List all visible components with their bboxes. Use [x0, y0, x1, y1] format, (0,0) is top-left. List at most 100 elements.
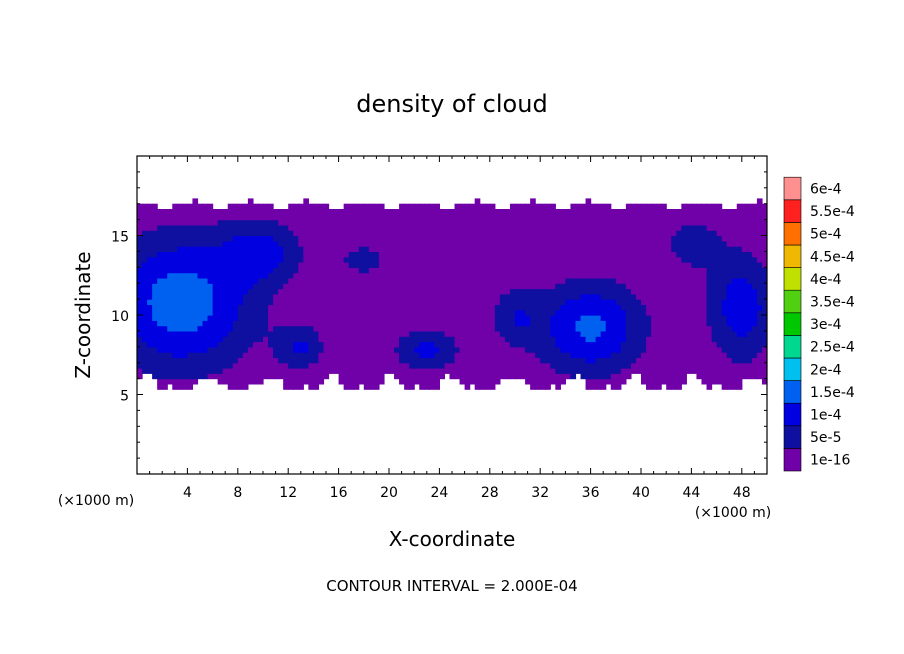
density-cell [484, 267, 491, 274]
density-cell [666, 262, 672, 268]
density-cell [137, 304, 143, 311]
density-cell [504, 341, 511, 348]
density-cell [227, 336, 234, 343]
density-cell [721, 251, 728, 258]
density-cell [242, 235, 249, 242]
density-cell [706, 230, 713, 237]
density-cell [620, 214, 627, 221]
density-cell [424, 283, 430, 290]
density-cell [142, 214, 148, 221]
density-cell [494, 309, 501, 316]
density-cell [268, 262, 274, 268]
density-cell [414, 203, 420, 210]
density-cell [147, 341, 153, 348]
density-cell [535, 246, 541, 252]
density-cell [716, 203, 723, 210]
density-cell [489, 346, 496, 353]
density-cell [257, 283, 264, 290]
density-cell [620, 325, 627, 332]
density-cell [590, 240, 597, 247]
density-cell [368, 330, 375, 337]
density-cell [620, 293, 627, 300]
density-cell [479, 378, 486, 385]
density-cell [716, 357, 723, 364]
density-cell [439, 320, 446, 327]
density-cell [550, 203, 556, 210]
density-cell [560, 352, 566, 358]
density-cell [731, 283, 738, 290]
density-cell [394, 320, 400, 327]
density-cell [469, 378, 476, 385]
density-cell [303, 288, 309, 295]
density-cell [137, 209, 143, 215]
density-cell [147, 246, 153, 252]
density-cell [414, 262, 420, 268]
density-cell [217, 262, 224, 268]
density-cell [484, 224, 491, 231]
density-cell [409, 209, 415, 215]
density-cell [570, 357, 577, 364]
density-cell [706, 362, 713, 369]
density-cell [741, 362, 748, 369]
density-cell [530, 330, 536, 337]
density-cell [615, 283, 622, 290]
density-cell [348, 330, 355, 337]
density-cell [439, 293, 446, 300]
density-cell [232, 267, 239, 274]
density-cell [550, 267, 556, 274]
density-cell [273, 214, 279, 221]
density-cell [545, 277, 551, 284]
density-cell [373, 262, 380, 268]
density-cell [444, 262, 451, 268]
density-cell [399, 336, 405, 343]
density-cell [222, 378, 229, 385]
density-cell [353, 246, 360, 252]
density-cell [530, 341, 536, 348]
density-cell [494, 209, 501, 215]
density-cell [686, 320, 692, 327]
density-cell [157, 373, 163, 380]
density-cell [701, 320, 708, 327]
density-cell [761, 293, 767, 300]
density-cell [499, 346, 506, 353]
density-cell [565, 209, 572, 215]
density-cell [600, 203, 607, 210]
density-cell [343, 283, 350, 290]
density-cell [686, 330, 692, 337]
density-cell [736, 262, 743, 268]
density-cell [610, 230, 617, 237]
density-cell [716, 272, 723, 279]
density-cell [439, 330, 446, 337]
density-cell [620, 346, 627, 353]
density-cell [404, 304, 410, 311]
density-cell [409, 251, 415, 258]
density-cell [142, 362, 148, 369]
density-cell [585, 288, 592, 295]
density-cell [444, 309, 451, 316]
density-cell [247, 240, 254, 247]
density-cell [318, 341, 325, 348]
density-cell [333, 219, 340, 226]
density-cell [434, 330, 440, 337]
density-cell [494, 293, 501, 300]
density-cell [520, 325, 526, 332]
density-cell [389, 272, 395, 279]
density-cell [560, 309, 566, 316]
density-cell [278, 320, 284, 327]
density-cell [252, 309, 259, 316]
density-cell [288, 304, 294, 311]
density-cell [358, 256, 365, 263]
density-cell [394, 283, 400, 290]
density-cell [434, 267, 440, 274]
density-cell [137, 235, 143, 242]
density-cell [625, 214, 632, 221]
density-cell [162, 362, 168, 369]
density-cell [227, 352, 234, 358]
density-cell [429, 330, 435, 337]
density-cell [706, 203, 713, 210]
density-cell [711, 235, 718, 242]
density-cell [399, 299, 405, 305]
density-cell [338, 256, 345, 263]
density-cell [696, 362, 703, 369]
density-cell [313, 373, 320, 380]
